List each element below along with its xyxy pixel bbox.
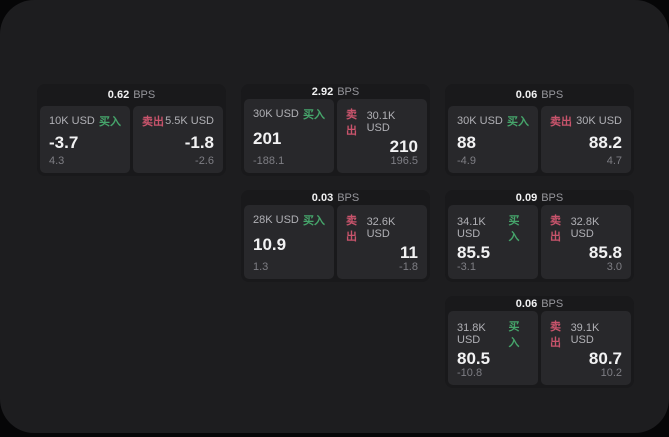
spread-header: 0.62 BPS [37,84,226,106]
sell-tag: 卖出 [550,215,561,243]
sell-cell[interactable]: 卖出 30.1K USD 210 196.5 [337,99,427,173]
buy-cell[interactable]: 34.1K USD 买入 85.5 -3.1 [448,205,538,279]
buy-amount: 10K USD [49,115,95,127]
sell-cell[interactable]: 卖出 30K USD 88.2 4.7 [541,106,631,173]
quote-card: 0.62 BPS 10K USD 买入 -3.7 4.3 卖出 5.5K USD… [37,84,226,176]
buy-price: 201 [253,129,282,148]
sell-price: 80.7 [588,349,622,368]
spread-value: 0.09 [515,191,538,204]
buy-sub-value: -188.1 [253,155,285,167]
bps-unit-label: BPS [337,85,360,98]
spread-header: 2.92 BPS [241,84,430,99]
buy-sub-value: -4.9 [457,155,476,167]
buy-amount: 30K USD [253,108,299,120]
sell-tag: 卖出 [550,321,561,349]
sell-sub-value: 3.0 [606,261,622,273]
spread-header: 0.06 BPS [445,84,634,106]
sell-amount: 39.1K USD [570,322,600,346]
buy-sub-value: 1.3 [253,261,269,273]
sell-amount: 5.5K USD [165,115,214,127]
buy-amount: 34.1K USD [457,216,486,240]
buy-amount: 30K USD [457,115,503,127]
bps-unit-label: BPS [541,297,564,310]
spread-value: 2.92 [311,85,334,98]
sell-price: 11 [400,243,418,262]
spread-value: 0.06 [515,89,538,101]
sell-cell[interactable]: 卖出 32.8K USD 85.8 3.0 [541,205,631,279]
sell-cell[interactable]: 卖出 5.5K USD -1.8 -2.6 [133,106,223,173]
sell-tag: 卖出 [550,116,572,128]
buy-tag: 买入 [303,109,325,121]
quote-card: 0.09 BPS 34.1K USD 买入 85.5 -3.1 卖出 32.8K… [445,190,634,282]
spread-value: 0.03 [311,191,334,204]
buy-cell[interactable]: 10K USD 买入 -3.7 4.3 [40,106,130,173]
quote-card: 0.03 BPS 28K USD 买入 10.9 1.3 卖出 32.6K US… [241,190,430,282]
buy-price: -3.7 [49,132,79,152]
quote-card: 2.92 BPS 30K USD 买入 201 -188.1 卖出 30.1K … [241,84,430,176]
buy-sub-value: 4.3 [49,155,65,167]
buy-amount: 28K USD [253,214,299,226]
buy-cell[interactable]: 30K USD 买入 201 -188.1 [244,99,334,173]
buy-price: 10.9 [253,235,287,254]
quote-card: 0.06 BPS 30K USD 买入 88 -4.9 卖出 30K USD 8… [445,84,634,176]
sell-price: 210 [389,137,418,156]
buy-amount: 31.8K USD [457,322,486,346]
spread-header: 0.03 BPS [241,190,430,205]
sell-amount: 32.8K USD [570,216,600,240]
sell-sub-value: -1.8 [399,261,418,273]
buy-cell[interactable]: 28K USD 买入 10.9 1.3 [244,205,334,279]
buy-tag: 买入 [99,116,121,128]
bps-unit-label: BPS [133,89,156,101]
buy-price: 80.5 [457,349,491,368]
buy-price: 88 [457,132,476,152]
sell-tag: 卖出 [142,116,164,128]
spread-value: 0.06 [515,297,538,310]
sell-sub-value: 196.5 [390,155,418,167]
spread-value: 0.62 [107,89,130,101]
buy-cell[interactable]: 30K USD 买入 88 -4.9 [448,106,538,173]
buy-sub-value: -3.1 [457,261,476,273]
sell-price: -1.8 [184,132,214,152]
bps-unit-label: BPS [337,191,360,204]
buy-price: 85.5 [457,243,491,262]
sell-sub-value: 4.7 [606,155,622,167]
bps-unit-label: BPS [541,89,564,101]
sell-amount: 30K USD [576,115,622,127]
buy-sub-value: -10.8 [457,367,483,379]
sell-price: 88.2 [588,132,622,152]
spread-header: 0.06 BPS [445,296,634,311]
quote-card: 0.06 BPS 31.8K USD 买入 80.5 -10.8 卖出 39.1… [445,296,634,388]
spread-header: 0.09 BPS [445,190,634,205]
buy-tag: 买入 [507,116,529,128]
bps-unit-label: BPS [541,191,564,204]
sell-amount: 30.1K USD [366,110,396,134]
buy-tag: 买入 [303,215,325,227]
buy-tag: 买入 [508,215,520,243]
sell-cell[interactable]: 卖出 32.6K USD 11 -1.8 [337,205,427,279]
sell-sub-value: 10.2 [600,367,622,379]
buy-cell[interactable]: 31.8K USD 买入 80.5 -10.8 [448,311,538,385]
sell-cell[interactable]: 卖出 39.1K USD 80.7 10.2 [541,311,631,385]
sell-price: 85.8 [588,243,622,262]
sell-tag: 卖出 [346,109,357,137]
sell-tag: 卖出 [346,215,357,243]
sell-sub-value: -2.6 [195,155,214,167]
buy-tag: 买入 [508,321,520,349]
sell-amount: 32.6K USD [366,216,396,240]
